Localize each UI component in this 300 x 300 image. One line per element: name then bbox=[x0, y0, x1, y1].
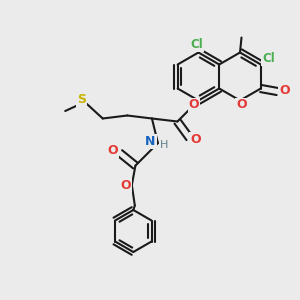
Text: O: O bbox=[120, 178, 130, 192]
Text: O: O bbox=[236, 98, 247, 112]
Text: H: H bbox=[160, 140, 169, 151]
Text: Cl: Cl bbox=[262, 52, 275, 65]
Text: N: N bbox=[145, 135, 156, 148]
Text: Cl: Cl bbox=[190, 38, 203, 52]
Text: S: S bbox=[77, 93, 86, 106]
Text: O: O bbox=[280, 83, 290, 97]
Text: O: O bbox=[189, 98, 199, 112]
Text: O: O bbox=[190, 133, 201, 146]
Text: O: O bbox=[107, 143, 118, 157]
